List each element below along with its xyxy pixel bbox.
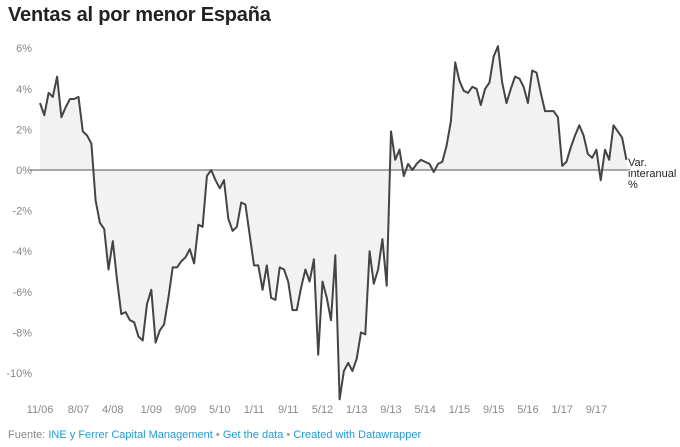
series-label: Var.interanual% (628, 157, 676, 191)
source-label: Fuente: (8, 429, 46, 441)
x-tick-label: 1/11 (244, 404, 265, 416)
datawrapper-link[interactable]: Created with Datawrapper (293, 429, 422, 441)
y-tick-label: 4% (16, 84, 32, 96)
series-area-fill (40, 46, 627, 400)
x-tick-label: 9/09 (175, 404, 196, 416)
x-tick-label: 1/15 (449, 404, 470, 416)
x-tick-label: 1/17 (551, 404, 572, 416)
series-label-line: Var. (628, 157, 647, 169)
x-tick-label: 9/15 (483, 404, 504, 416)
series-label-line: interanual (628, 168, 676, 180)
x-tick-label: 9/11 (278, 404, 299, 416)
get-data-link[interactable]: Get the data (222, 429, 284, 441)
x-tick-label: 9/13 (380, 404, 401, 416)
series-line (39, 45, 628, 401)
source-link[interactable]: INE y Ferrer Capital Management (48, 429, 213, 441)
y-tick-label: 0% (16, 165, 32, 177)
footer: Fuente: INE y Ferrer Capital Management … (8, 429, 421, 441)
x-tick-label: 1/09 (141, 404, 162, 416)
y-tick-label: -8% (12, 327, 32, 339)
x-axis: 11/06 8/07 4/08 1/09 9/09 5/10 1/11 9/11 5/12 1/1… (27, 404, 607, 416)
chart-title: Ventas al por menor España (8, 4, 271, 26)
x-tick-label: 8/07 (68, 404, 89, 416)
x-tick-label: 5/14 (414, 404, 435, 416)
x-tick-label: 4/08 (102, 404, 123, 416)
separator: • (215, 429, 220, 441)
x-tick-label: 9/17 (586, 404, 607, 416)
x-tick-label: 5/10 (209, 404, 230, 416)
x-tick-label: 1/13 (346, 404, 367, 416)
separator: • (286, 429, 291, 441)
x-tick-label: 5/12 (312, 404, 333, 416)
y-tick-label: 2% (16, 124, 32, 136)
y-tick-label: 6% (16, 43, 32, 55)
x-tick-label: 5/16 (517, 404, 538, 416)
y-axis: 6% 4% 2% 0% -2% -4% -6% -8% -10% (6, 43, 32, 380)
series-label-line: % (628, 179, 638, 191)
y-tick-label: -4% (12, 246, 32, 258)
y-tick-label: -2% (12, 206, 32, 218)
y-tick-label: -10% (6, 368, 32, 380)
y-tick-label: -6% (12, 287, 32, 299)
x-tick-label: 11/06 (27, 404, 54, 416)
